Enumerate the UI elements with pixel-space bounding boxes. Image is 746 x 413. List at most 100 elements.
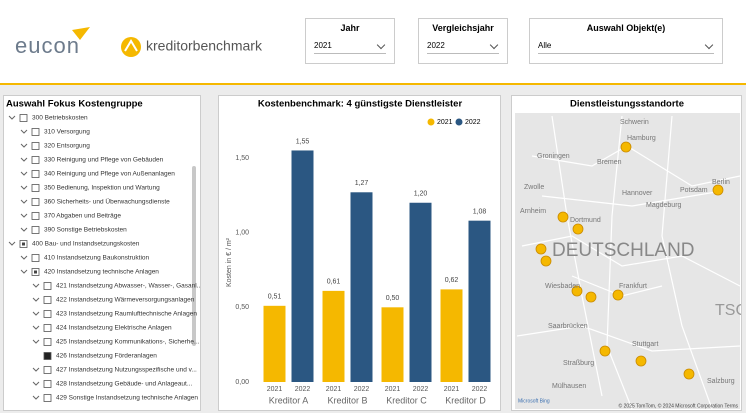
expand-chevron[interactable] [32,311,40,316]
map-country-label: DEUTSCHLAND [552,240,695,261]
x-sub-label: 2022 [295,386,311,393]
map-label: Dortmund [570,217,601,224]
filter-year[interactable]: Jahr 2021 [305,18,395,64]
tree-item-label[interactable]: 370 Abgaben und Beiträge [44,213,121,220]
map-label: Berlin [712,179,730,186]
value-label: 0,62 [445,277,459,284]
tree: Auswahl Fokus Kostengruppe 300 Betriebsk… [6,99,201,402]
expand-chevron[interactable] [32,283,40,288]
value-label: 0,51 [268,294,282,301]
accent-line [0,83,746,85]
checkbox[interactable] [43,380,52,388]
expand-chevron[interactable] [32,367,40,372]
bar [291,150,314,382]
tree-item-label[interactable]: 428 Instandsetzung Gebäude- und Anlageau… [56,381,192,388]
expand-chevron[interactable] [8,241,16,246]
logo-eucon: eucon [15,33,80,58]
checkbox[interactable] [43,366,52,374]
expand-chevron[interactable] [32,381,40,386]
checkbox[interactable] [31,254,40,262]
tree-item-label[interactable]: 310 Versorgung [44,129,90,136]
expand-chevron[interactable] [20,143,28,148]
expand-chevron[interactable] [32,395,40,400]
logo-kreditorbenchmark: kreditorbenchmark [146,38,263,54]
checkbox[interactable] [43,324,52,332]
map-area[interactable] [515,113,740,409]
tree-item-label[interactable]: 427 Instandsetzung Nutzungsspezifische u… [56,367,197,374]
expand-chevron[interactable] [32,325,40,330]
checkbox[interactable] [31,212,40,220]
map-labels: Schwerin Hamburg Bremen Groningen Zwolle… [520,119,741,390]
checkbox[interactable] [31,184,40,192]
tree-item-label[interactable]: 320 Entsorgung [44,143,90,150]
checkbox[interactable] [31,226,40,234]
checkbox[interactable] [31,142,40,150]
tree-item-label[interactable]: 421 Instandsetzung Abwasser-, Wasser-, G… [56,283,201,290]
checkbox[interactable] [31,128,40,136]
tree-item-label[interactable]: 360 Sicherheits- und Überwachungsdienste [44,198,170,206]
expand-chevron[interactable] [20,199,28,204]
expand-chevron[interactable] [20,227,28,232]
filter-title: Jahr [340,23,360,33]
expand-chevron[interactable] [20,213,28,218]
checkbox[interactable] [31,156,40,164]
filter-object[interactable]: Auswahl Objekt(e) Alle [529,18,723,64]
expand-chevron[interactable] [20,255,28,260]
checkbox[interactable] [31,170,40,178]
expand-chevron[interactable] [20,171,28,176]
tree-item-label[interactable]: 390 Sonstige Betriebskosten [44,227,127,234]
map-label: Zwolle [524,184,544,191]
checkbox[interactable] [31,198,40,206]
tree-item-label[interactable]: 422 Instandsetzung Wärmeversorgungsanlag… [56,297,195,304]
logos: eucon kreditorbenchmark [15,27,263,58]
filter-compare-year[interactable]: Vergleichsjahr 2022 [418,18,508,64]
bar [440,289,463,382]
tree-title: Auswahl Fokus Kostengruppe [6,99,143,110]
expand-chevron[interactable] [32,339,40,344]
map-label: Frankfurt [619,283,647,290]
checkbox[interactable] [19,114,28,122]
bar [350,192,373,382]
map-label: Stuttgart [632,341,659,348]
value-label: 1,55 [296,138,310,145]
tree-item-label[interactable]: 420 Instandsetzung technische Anlagen [44,269,159,276]
value-label: 1,08 [473,209,487,216]
checkbox[interactable] [43,338,52,346]
tree-item-label[interactable]: 340 Reinigung und Pflege von Außenanlage… [44,171,175,178]
map-label: Arnheim [520,208,546,215]
filter-value[interactable]: Alle [538,39,714,54]
tree-item-label[interactable]: 429 Sonstige Instandsetzung technische A… [56,395,198,402]
tree-item-label[interactable]: 300 Betriebskosten [32,115,88,122]
tree-item-label[interactable]: 426 Instandsetzung Förderanlagen [56,353,157,360]
expand-chevron[interactable] [20,185,28,190]
expand-chevron[interactable] [8,115,16,120]
expand-chevron[interactable] [32,297,40,302]
map-label: Bremen [597,159,622,166]
checkbox[interactable] [43,352,52,360]
checkbox[interactable] [43,282,52,290]
map-attribution[interactable]: © 2025 TomTom, © 2024 Microsoft Corporat… [619,402,739,409]
map-label: Schwerin [620,119,649,126]
legend-label: 2021 [437,119,453,126]
filter-value[interactable]: 2022 [427,39,499,54]
tree-item-label[interactable]: 330 Reinigung und Pflege von Gebäuden [44,157,164,164]
map-label: Saarbrücken [548,323,588,330]
tree-item-label[interactable]: 350 Bedienung, Inspektion und Wartung [44,185,160,192]
tree-item-label[interactable]: 423 Instandsetzung Raumlufttechnische An… [56,311,197,318]
filter-value[interactable]: 2021 [314,39,386,54]
checkbox[interactable] [43,310,52,318]
scrollbar[interactable] [192,166,196,346]
x-sub-label: 2021 [444,386,460,393]
expand-chevron[interactable] [20,129,28,134]
tree-item-label[interactable]: 425 Instandsetzung Kommunikations-, Sich… [56,339,200,346]
checkbox[interactable] [43,394,52,402]
tree-item-label[interactable]: 410 Instandsetzung Baukonstruktion [44,255,150,262]
expand-chevron[interactable] [20,269,28,274]
tree-item-label[interactable]: 400 Bau- und Instandsetzungskosten [32,241,140,248]
map-title: Dienstleistungsstandorte [570,99,684,110]
checkbox[interactable] [43,296,52,304]
tree-item-label[interactable]: 424 Instandsetzung Elektrische Anlagen [56,325,172,332]
x-tick-label: Kreditor D [445,395,486,405]
logo-mark [72,27,90,40]
expand-chevron[interactable] [20,157,28,162]
